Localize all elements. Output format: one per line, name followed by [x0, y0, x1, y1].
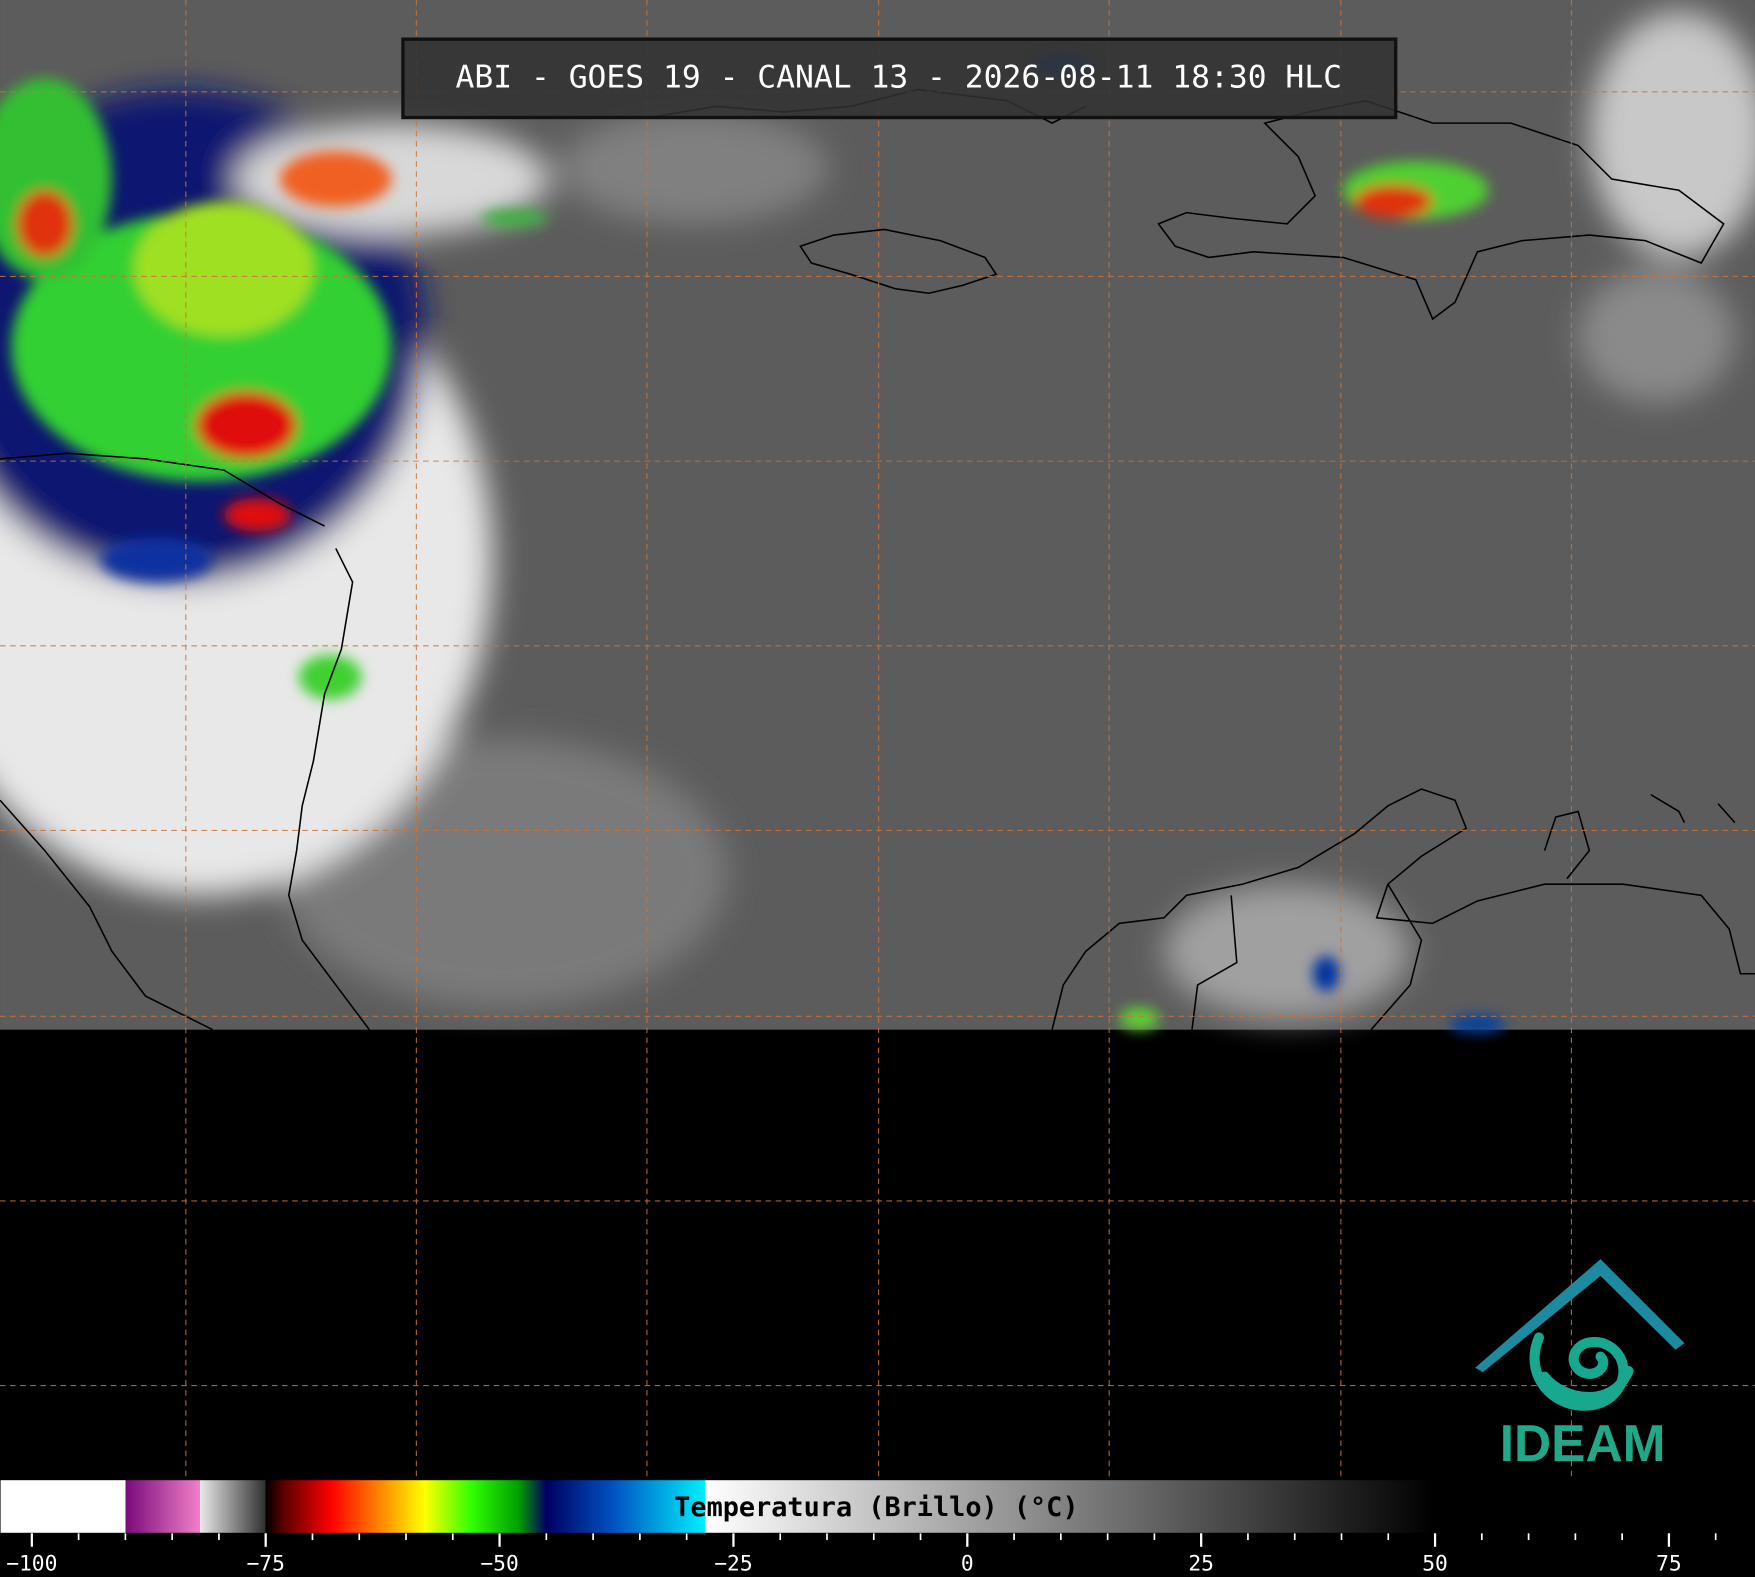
- tick-label: −100: [6, 1552, 57, 1577]
- tick-label: 50: [1422, 1552, 1448, 1577]
- logo-roof: [1475, 1259, 1685, 1373]
- logo: IDEAM: [1475, 1259, 1685, 1472]
- storm-cores: [0, 55, 1506, 1034]
- tick-label: 25: [1188, 1552, 1214, 1577]
- colorbar: Temperatura (Brillo) (°C) −100 −75 −50 −25 0…: [0, 1479, 1717, 1577]
- tick-label: 0: [961, 1552, 974, 1577]
- tick-label: 75: [1656, 1552, 1682, 1577]
- logo-swirl: [1529, 1332, 1634, 1411]
- tick-label: −25: [714, 1552, 752, 1577]
- logo-text: IDEAM: [1500, 1414, 1666, 1472]
- tick-label: −75: [247, 1552, 285, 1577]
- title-box: [401, 37, 1398, 120]
- title: ABI - GOES 19 - CANAL 13 - 2026-08-11 18…: [456, 59, 1342, 95]
- tick-label: −50: [480, 1552, 518, 1577]
- colorbar-gradient: [0, 1479, 1436, 1534]
- satellite-image: [0, 0, 1755, 1034]
- colorbar-label: Temperatura (Brillo) (°C): [674, 1492, 1078, 1523]
- graticule: [0, 0, 1755, 1478]
